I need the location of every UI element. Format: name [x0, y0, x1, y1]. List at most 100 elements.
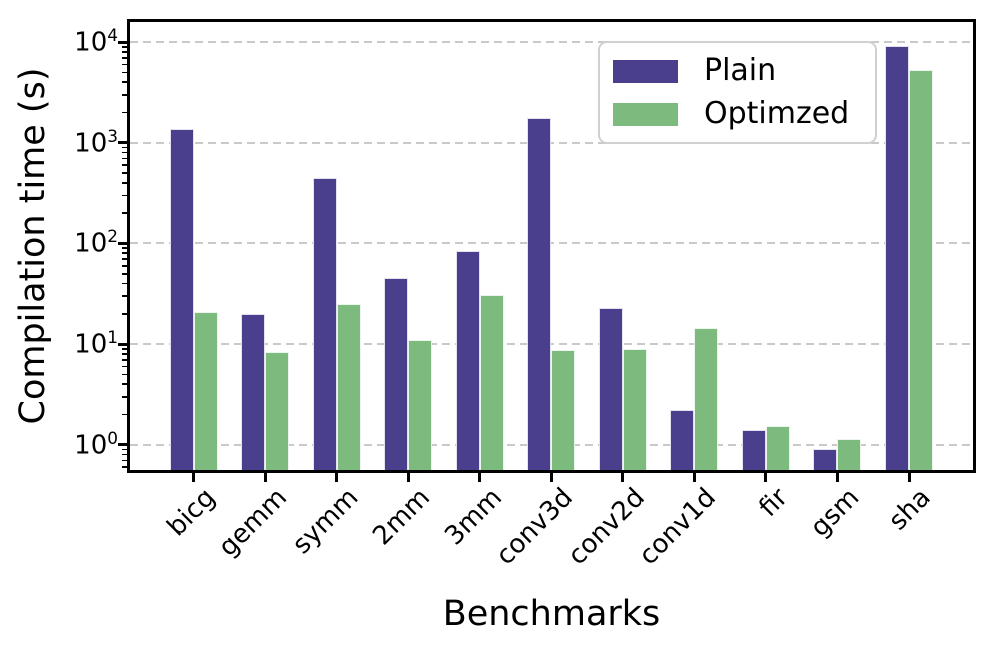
gridline	[130, 242, 973, 245]
y-minor-tick	[122, 45, 127, 48]
plot-area: 100 101 102 103 104 bicg gemm symm 2mm 3mm conv3d c…	[74, 22, 973, 571]
bar-plain-3mm	[455, 250, 480, 470]
bar-optimzed-gemm	[265, 352, 290, 470]
x-tick-label: sha	[883, 482, 937, 537]
y-tick-label: 101	[74, 327, 118, 360]
y-minor-tick	[122, 272, 127, 275]
y-minor-tick	[122, 258, 127, 260]
y-minor-tick	[122, 157, 127, 160]
gridline	[130, 141, 973, 144]
y-tick-label: 104	[74, 25, 118, 58]
x-tick-label: conv1d	[633, 482, 723, 572]
y-minor-tick	[122, 395, 127, 398]
x-tick	[692, 473, 696, 482]
y-minor-tick	[122, 151, 127, 154]
y-minor-tick	[122, 265, 127, 267]
x-tick	[263, 473, 267, 482]
y-minor-tick	[122, 252, 127, 255]
x-tick-label: gsm	[804, 482, 866, 543]
y-minor-tick	[122, 413, 127, 416]
y-minor-tick	[122, 71, 127, 74]
bar-plain-gemm	[241, 313, 266, 470]
x-tick-label: conv2d	[562, 482, 651, 572]
legend-label-optimzed: Optimzed	[704, 96, 850, 131]
y-minor-tick	[122, 282, 127, 285]
bar-plain-conv2d	[598, 307, 623, 470]
y-minor-tick	[122, 172, 127, 174]
y-minor-tick	[122, 164, 127, 166]
bar-plain-conv3d	[527, 118, 552, 470]
x-tick	[549, 473, 553, 482]
y-minor-tick	[122, 247, 127, 249]
y-minor-tick	[122, 51, 127, 53]
y-minor-tick	[122, 182, 127, 184]
y-minor-tick	[122, 448, 127, 451]
bar-plain-symm	[312, 177, 337, 470]
x-tick	[406, 473, 410, 482]
bar-optimzed-conv1d	[694, 327, 719, 470]
x-tick	[192, 473, 196, 482]
y-tick-label: 100	[74, 427, 118, 461]
x-tick	[764, 473, 768, 482]
x-tick-label: fir	[753, 482, 794, 523]
y-axis-label: Compilation time (s)	[13, 67, 53, 425]
x-tick	[907, 473, 911, 482]
y-minor-tick	[122, 373, 127, 376]
y-major-tick	[118, 342, 127, 346]
y-minor-tick	[122, 81, 127, 83]
gridline	[130, 41, 973, 44]
y-minor-tick	[122, 365, 127, 368]
x-axis-label: Benchmarks	[442, 594, 661, 634]
bar-optimzed-gsm	[837, 438, 862, 470]
bar-optimzed-bicg	[193, 311, 218, 470]
x-tick-label: symm	[286, 482, 365, 561]
x-tick	[478, 473, 482, 482]
bar-plain-sha	[885, 45, 909, 470]
y-minor-tick	[122, 313, 127, 315]
legend-item-optimzed: Optimzed	[613, 99, 875, 129]
y-minor-tick	[122, 459, 127, 462]
y-minor-tick	[122, 353, 127, 355]
y-minor-tick	[122, 212, 127, 214]
y-minor-tick	[122, 146, 127, 149]
bar-plain-fir	[741, 430, 766, 470]
legend-label-plain: Plain	[704, 53, 777, 88]
bar-optimzed-symm	[336, 304, 361, 470]
bar-optimzed-3mm	[479, 294, 504, 470]
y-minor-tick	[122, 466, 127, 468]
y-minor-tick	[122, 358, 127, 361]
bar-optimzed-conv3d	[551, 349, 576, 470]
bar-plain-conv1d	[670, 410, 695, 470]
legend-item-plain: Plain	[613, 56, 875, 86]
y-minor-tick	[122, 347, 127, 350]
y-major-tick	[118, 40, 127, 44]
x-tick	[621, 473, 625, 482]
gridline	[130, 343, 973, 346]
bar-optimzed-fir	[765, 425, 790, 470]
y-minor-tick	[122, 295, 127, 297]
y-minor-tick	[122, 111, 127, 114]
bar-optimzed-conv2d	[622, 348, 647, 470]
x-tick-label: gemm	[212, 482, 293, 563]
x-tick	[835, 473, 839, 482]
y-major-tick	[118, 141, 127, 145]
y-minor-tick	[122, 63, 127, 66]
bar-optimzed-2mm	[408, 339, 433, 470]
x-tick-label: conv3d	[490, 482, 580, 572]
y-minor-tick	[122, 93, 127, 96]
y-minor-tick	[122, 56, 127, 59]
legend-swatch-optimzed	[613, 102, 678, 126]
x-tick-label: 2mm	[367, 482, 437, 552]
legend-swatch-plain	[613, 59, 678, 83]
y-major-tick	[118, 241, 127, 245]
y-tick-label: 103	[74, 125, 118, 159]
y-tick-label: 102	[74, 226, 118, 260]
y-minor-tick	[122, 383, 127, 385]
bar-plain-gsm	[813, 449, 838, 470]
x-tick-label: 3mm	[438, 482, 508, 552]
legend: Plain Optimzed	[598, 41, 877, 144]
y-minor-tick	[122, 194, 127, 197]
bar-plain-2mm	[384, 278, 409, 470]
bar-optimzed-sha	[909, 69, 933, 470]
